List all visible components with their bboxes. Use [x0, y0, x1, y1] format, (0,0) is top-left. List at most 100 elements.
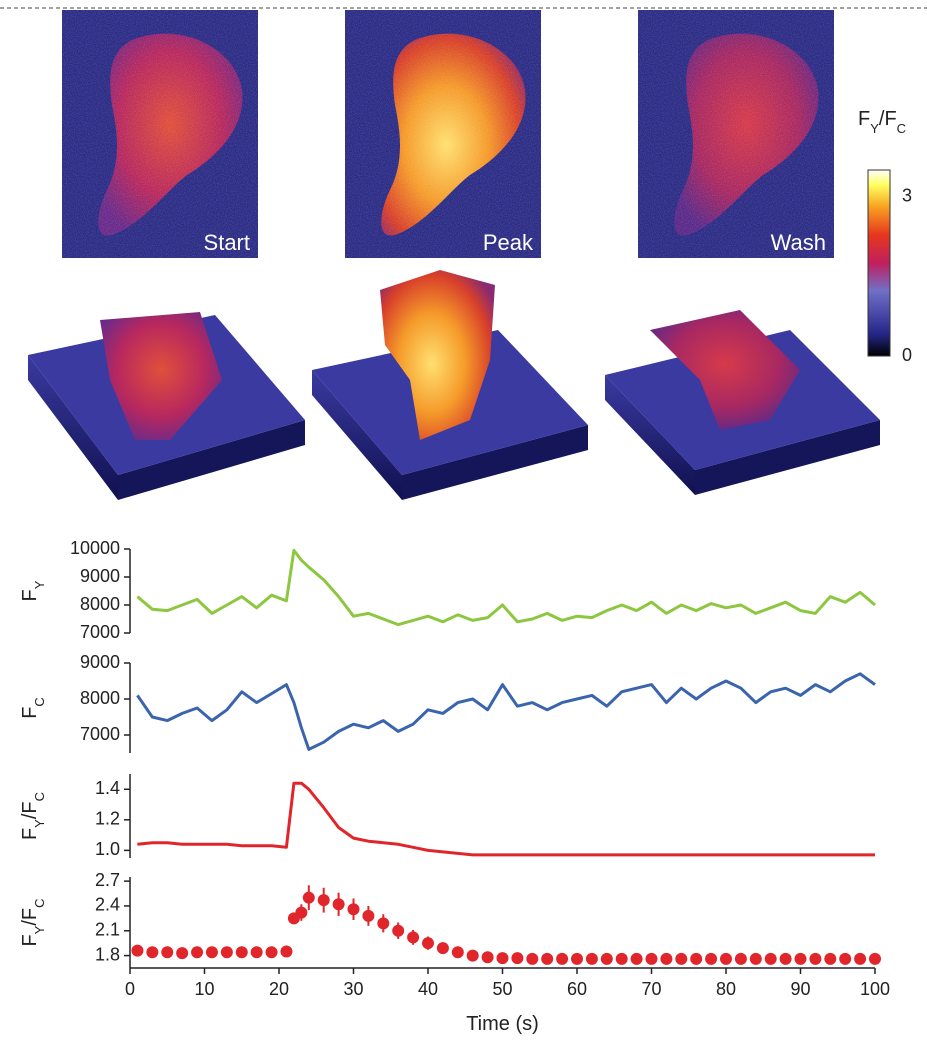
data-point [250, 946, 263, 959]
label-part: F [19, 589, 41, 601]
data-line [136, 548, 876, 627]
label-subscript: C [897, 121, 906, 136]
label-subscript: Y [870, 121, 879, 136]
data-point [824, 952, 837, 965]
data-point [600, 952, 613, 965]
data-point [526, 952, 539, 965]
x-tick-label: 50 [492, 979, 512, 999]
data-point [794, 952, 807, 965]
data-point [131, 944, 144, 957]
label-part: F [19, 707, 41, 719]
x-tick-label: 60 [567, 979, 587, 999]
image-start [62, 10, 258, 258]
label-subscript: C [32, 898, 47, 907]
y-tick-label: 7000 [80, 622, 120, 642]
label-part: F [19, 934, 41, 946]
data-point [749, 952, 762, 965]
data-point [645, 952, 658, 965]
x-tick-label: 80 [716, 979, 736, 999]
data-point [265, 946, 278, 959]
panel-label: Peak [483, 230, 534, 255]
data-point [556, 952, 569, 965]
data-point [176, 947, 189, 960]
data-point [585, 952, 598, 965]
label-subscript: Y [32, 819, 47, 828]
x-tick-label: 40 [418, 979, 438, 999]
panel-label: Wash [771, 230, 826, 255]
data-point [280, 945, 293, 958]
data-point [541, 952, 554, 965]
label-subscript: C [32, 792, 47, 801]
data-point [690, 952, 703, 965]
data-point [809, 952, 822, 965]
data-point [466, 949, 479, 962]
data-point [220, 946, 233, 959]
image-peak [345, 10, 541, 258]
label-part: F [858, 108, 870, 130]
y-tick-label: 1.2 [95, 809, 120, 829]
y-tick-label: 2.7 [95, 870, 120, 890]
data-point [347, 903, 360, 916]
data-point [511, 952, 524, 965]
y-axis-label: FY/FC [19, 898, 47, 946]
data-point [161, 946, 174, 959]
data-point [362, 909, 375, 922]
y-axis-label: FC [19, 697, 47, 719]
data-point [302, 891, 315, 904]
image-wash [638, 10, 834, 258]
y-tick-label: 9000 [80, 566, 120, 586]
data-point [571, 952, 583, 965]
data-point [854, 952, 867, 965]
x-tick-label: 100 [860, 979, 890, 999]
label-subscript: Y [32, 925, 47, 934]
x-tick-label: 90 [790, 979, 810, 999]
label-part: /F [879, 108, 897, 130]
x-tick-label: 0 [125, 979, 135, 999]
data-point [779, 952, 792, 965]
surface-peak [312, 270, 588, 500]
y-tick-label: 8000 [80, 688, 120, 708]
y-tick-label: 1.4 [95, 778, 120, 798]
colorbar-tick-label: 3 [902, 185, 912, 205]
y-tick-label: 2.4 [95, 895, 120, 915]
data-point [705, 952, 718, 965]
surface-wash [605, 310, 880, 495]
y-tick-label: 1.8 [95, 944, 120, 964]
data-point [615, 952, 628, 965]
data-point [734, 952, 747, 965]
label-part: /F [19, 908, 41, 926]
data-line [137, 781, 875, 857]
y-axis-label: FY/FC [19, 792, 47, 840]
colorbar-label: FY/FC [858, 108, 906, 136]
data-point [496, 952, 509, 965]
x-tick-label: 20 [269, 979, 289, 999]
label-part: /F [19, 801, 41, 819]
data-point [392, 924, 405, 937]
data-point [481, 951, 494, 964]
data-point [720, 952, 732, 965]
data-point [407, 931, 420, 944]
data-point [205, 946, 218, 959]
y-tick-label: 1.0 [95, 839, 120, 859]
x-axis-label: Time (s) [466, 1013, 539, 1035]
data-point [436, 942, 449, 955]
data-point [295, 906, 308, 919]
data-point [675, 952, 688, 965]
data-point [451, 946, 464, 959]
data-point [235, 946, 248, 959]
y-tick-label: 8000 [80, 594, 120, 614]
data-point [332, 898, 345, 911]
colorbar-tick-label: 0 [902, 345, 912, 365]
x-tick-label: 30 [343, 979, 363, 999]
data-point [869, 952, 881, 965]
data-point [146, 946, 159, 959]
data-point [660, 952, 673, 965]
label-subscript: C [32, 697, 47, 706]
y-tick-label: 10000 [70, 538, 120, 558]
data-point [839, 952, 852, 965]
y-tick-label: 9000 [80, 652, 120, 672]
data-point [422, 937, 434, 950]
data-point [764, 952, 777, 965]
data-point [630, 952, 643, 965]
